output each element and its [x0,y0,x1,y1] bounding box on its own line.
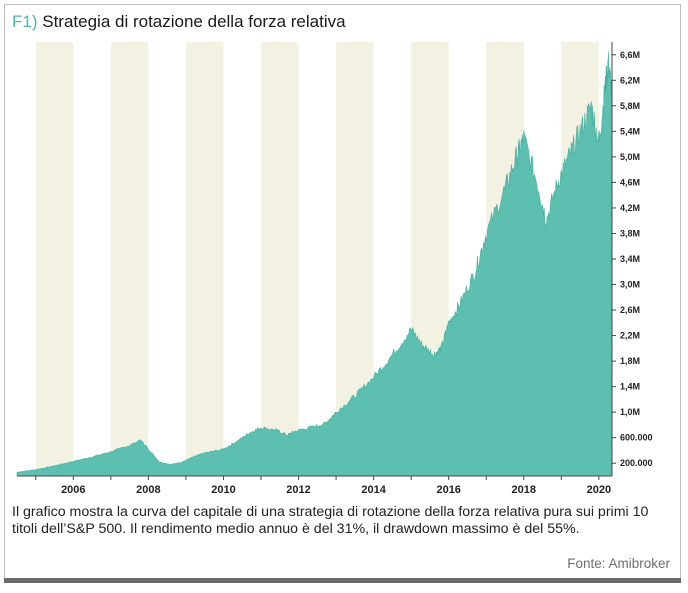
figure-title: F1) Strategia di rotazione della forza r… [12,12,346,32]
year-band-2009 [185,42,224,476]
x-tick-label: 2012 [286,484,310,496]
x-tick-label: 2010 [211,484,235,496]
y-tick-label: 3,0M [620,280,640,290]
x-tick-label: 2014 [361,484,386,496]
figure-source: Fonte: Amibroker [567,556,670,571]
chart: 6,6M 6,2M 5,8M 5,4M 5,0M 4,6M 4,2M 3,8M 3,4M 3,0M… [16,42,653,496]
y-tick-label: 6,2M [620,75,640,85]
year-band-2007 [110,42,149,476]
figure-caption: Il grafico mostra la curva del capitale … [12,504,649,537]
y-tick-label: 4,2M [620,203,640,213]
y-tick-label: 200.000 [620,458,653,468]
y-tick-label: 3,8M [620,228,640,238]
figure-number: F1) [12,12,38,31]
y-tick-label: 3,4M [620,254,640,264]
y-tick-label: 600.000 [620,433,653,443]
y-tick-label: 2,6M [620,305,640,315]
x-tick-label: 2016 [436,484,460,496]
bottom-rule [4,578,681,583]
x-tick-label: 2018 [512,484,536,496]
y-tick-label: 4,6M [620,177,640,187]
y-tick-label: 2,2M [620,331,640,341]
area-layer [16,51,613,477]
y-tick-label: 6,6M [620,50,640,60]
figure-title-text: Strategia di rotazione della forza relat… [42,12,346,31]
x-tick-label: 2006 [61,484,85,496]
y-tick-label: 5,4M [620,126,640,136]
x-tick-label: 2008 [136,484,160,496]
y-tick-label: 5,0M [620,152,640,162]
y-axis: 6,6M 6,2M 5,8M 5,4M 5,0M 4,6M 4,2M 3,8M 3,4M 3,0M… [611,42,653,476]
y-tick-label: 1,4M [620,382,640,392]
x-tick-label: 2020 [587,484,611,496]
x-axis: 2006 2008 2010 2012 2014 2016 2018 2020 [17,475,612,496]
y-tick-label: 1,8M [620,356,640,366]
year-band-2011 [261,42,299,476]
y-tick-label: 5,8M [620,101,640,111]
y-tick-label: 1,0M [620,407,640,417]
year-band-2005 [35,42,74,476]
equity-curve-area [16,51,613,477]
